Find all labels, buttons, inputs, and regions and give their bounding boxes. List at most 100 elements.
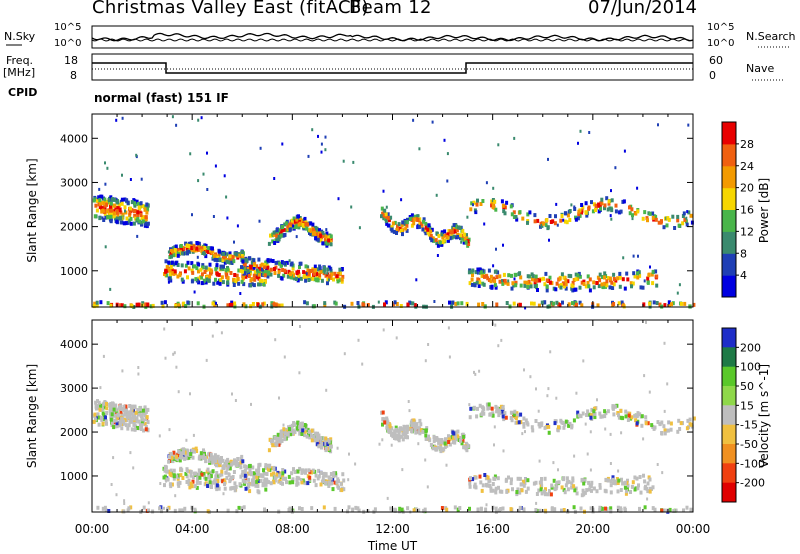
velocity-cell — [495, 409, 499, 414]
velocity-cell — [324, 480, 328, 485]
power-speckle — [460, 240, 463, 244]
velocity-cell — [522, 416, 526, 421]
power-cell — [676, 218, 680, 223]
nsky-label: N.Sky — [4, 30, 36, 43]
power-cell — [594, 203, 598, 208]
power-speckle — [400, 198, 403, 202]
velocity-cell — [609, 506, 613, 511]
velocity-cell — [436, 445, 440, 450]
velocity-cell — [97, 422, 101, 427]
velocity-cell — [201, 453, 205, 458]
power-speckle — [236, 224, 239, 228]
power-cell — [163, 272, 166, 276]
velocity-cell — [625, 480, 629, 485]
power-cell — [271, 259, 275, 263]
power-colorbar-swatch — [722, 209, 736, 232]
velocity-cell — [417, 430, 421, 435]
power-speckle — [256, 268, 258, 272]
power-cell — [460, 301, 464, 306]
power-colorbar-tick-label: 28 — [740, 138, 754, 151]
power-cell — [241, 255, 245, 260]
velocity-cell — [101, 506, 105, 511]
power-cell — [611, 286, 615, 290]
velocity-cell — [298, 421, 302, 426]
power-cell — [107, 198, 111, 202]
velocity-speckle — [589, 468, 592, 472]
power-cell — [511, 281, 515, 286]
velocity-cell — [402, 424, 406, 429]
power-cell — [384, 300, 388, 305]
velocity-cell — [233, 481, 237, 486]
power-cell — [456, 232, 460, 237]
power-cell — [599, 201, 603, 206]
power-speckle — [382, 189, 385, 193]
velocity-cell — [668, 507, 672, 512]
velocity-cell — [635, 421, 639, 426]
velocity-cell — [310, 470, 313, 475]
power-cell — [441, 234, 445, 238]
velocity-cell — [461, 438, 465, 443]
power-cell — [469, 207, 473, 212]
power-cell — [249, 278, 253, 283]
velocity-cell — [398, 426, 402, 431]
velocity-cell — [169, 484, 173, 489]
velocity-cell — [380, 410, 384, 415]
power-colorbar-tick-label: 12 — [740, 225, 754, 238]
power-cell — [382, 213, 386, 218]
velocity-speckle — [121, 369, 124, 373]
velocity-speckle — [575, 391, 578, 395]
power-cell — [337, 271, 341, 276]
velocity-cell — [651, 506, 655, 511]
velocity-speckle — [557, 468, 559, 472]
power-cell — [168, 268, 172, 272]
power-cell — [667, 300, 671, 305]
velocity-cell — [520, 482, 524, 487]
velocity-cell — [629, 490, 632, 494]
power-cell — [454, 301, 458, 306]
velocity-colorbar-swatch — [722, 386, 736, 406]
velocity-cell — [241, 459, 245, 464]
power-cell — [143, 207, 147, 212]
velocity-cell — [169, 451, 173, 456]
x-tick-label: 00:00 — [676, 522, 711, 536]
power-cell — [263, 280, 267, 284]
velocity-cell — [218, 462, 222, 467]
velocity-cell — [493, 476, 497, 481]
power-cell — [111, 214, 115, 219]
velocity-cell — [562, 477, 565, 482]
power-cell — [204, 254, 208, 259]
power-cell — [643, 210, 647, 215]
velocity-speckle — [524, 430, 526, 434]
velocity-cell — [686, 418, 690, 423]
power-cell — [174, 244, 178, 249]
velocity-cell — [626, 478, 629, 483]
velocity-cell — [264, 463, 268, 468]
velocity-cell — [400, 507, 404, 512]
power-cell — [563, 219, 567, 224]
velocity-speckle — [596, 398, 598, 402]
power-cell — [452, 234, 456, 239]
velocity-cell — [273, 478, 277, 483]
velocity-cell — [189, 473, 193, 478]
power-speckle — [101, 216, 104, 220]
velocity-cell — [257, 490, 261, 495]
velocity-speckle — [215, 320, 218, 324]
velocity-cell — [412, 424, 416, 429]
power-speckle — [189, 152, 192, 156]
power-cell — [295, 217, 299, 222]
power-cell — [597, 284, 601, 289]
velocity-cell — [238, 482, 242, 487]
velocity-cell — [517, 420, 521, 425]
power-speckle — [350, 205, 353, 209]
velocity-cell — [112, 407, 116, 412]
velocity-cell — [118, 405, 121, 410]
power-speckle — [175, 123, 178, 127]
power-cell — [176, 247, 180, 252]
power-cell — [290, 261, 294, 266]
velocity-cell — [191, 475, 195, 480]
power-cell — [545, 218, 549, 223]
velocity-cell — [198, 475, 202, 480]
velocity-cell — [620, 477, 623, 482]
power-cell — [588, 277, 592, 282]
power-cell — [592, 280, 596, 285]
